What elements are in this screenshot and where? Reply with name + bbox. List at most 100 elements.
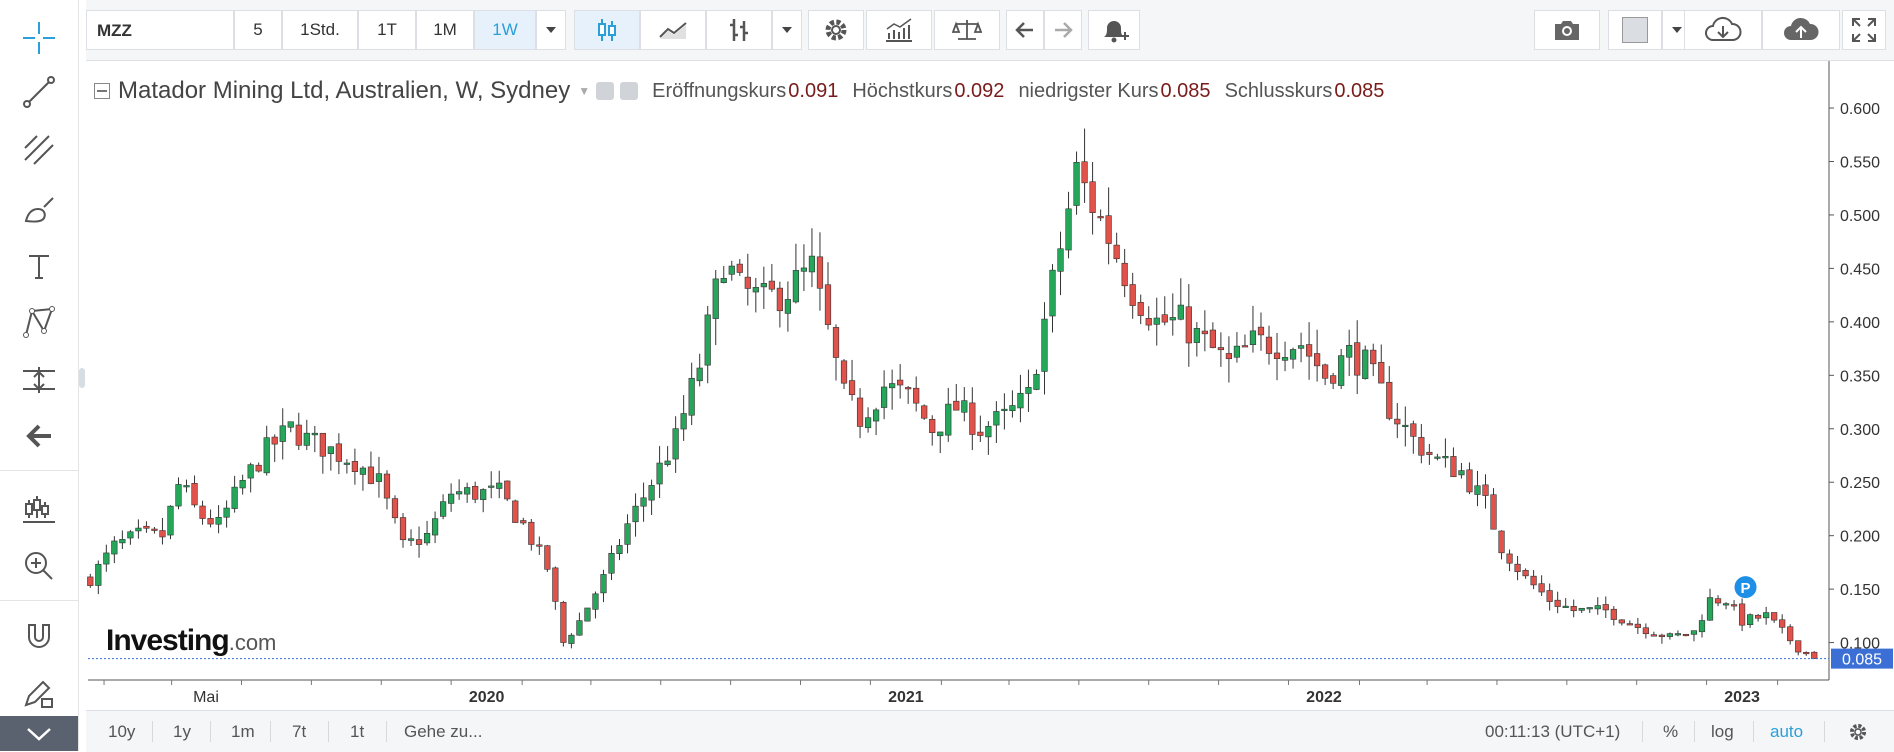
interval-1w-button[interactable]: 1W (474, 10, 536, 50)
fib-icon[interactable] (19, 130, 59, 170)
candle (848, 359, 856, 401)
chart-properties-button[interactable] (1848, 711, 1868, 752)
candle (969, 387, 976, 451)
plot-area[interactable] (88, 61, 1829, 681)
candle (1787, 624, 1794, 645)
eye-icon[interactable] (596, 82, 615, 100)
candle (1450, 447, 1457, 478)
chevron-down-icon (546, 27, 556, 33)
settings-icon (825, 19, 847, 41)
candle (1586, 607, 1593, 613)
color-button[interactable] (1608, 10, 1662, 50)
undo-button[interactable] (1006, 10, 1044, 50)
candle (1001, 393, 1008, 430)
indicators-button[interactable] (866, 10, 932, 50)
cloud-download-button[interactable] (1684, 10, 1762, 50)
fullscreen-button[interactable] (1842, 10, 1886, 50)
candle (1714, 595, 1722, 607)
candle (1209, 322, 1216, 349)
pattern-icon[interactable] (19, 302, 59, 342)
chevron-down-icon[interactable]: ▼ (578, 84, 591, 98)
area-chart-icon (659, 22, 687, 39)
candle (624, 514, 631, 554)
brush-icon[interactable] (19, 190, 59, 230)
percent-scale-button[interactable]: % (1663, 721, 1679, 741)
measure-icon[interactable] (19, 360, 59, 400)
range-1m-button[interactable]: 1m (231, 721, 255, 741)
settings-button[interactable] (808, 10, 864, 50)
candles-button[interactable] (574, 10, 640, 50)
interval-1m-button[interactable]: 1M (416, 10, 474, 50)
range-1t-button[interactable]: 1t (350, 721, 365, 741)
range-7t-button[interactable]: 7t (292, 721, 307, 741)
interval-1h-button[interactable]: 1Std. (282, 10, 358, 50)
redo-icon (1055, 22, 1073, 38)
chart-type-dropdown-button[interactable] (772, 10, 802, 50)
chart-type-button[interactable] (706, 10, 772, 50)
interval-dropdown-button[interactable] (536, 10, 566, 50)
candle (1057, 231, 1064, 296)
back-arrow-icon[interactable] (19, 416, 59, 456)
sidebar-resize-handle[interactable] (79, 368, 85, 388)
candle (1594, 597, 1601, 615)
candle (1177, 278, 1184, 321)
candle (255, 462, 262, 473)
candle (1354, 320, 1361, 395)
candle (1811, 651, 1818, 659)
candle (327, 446, 334, 471)
candle (1803, 651, 1810, 656)
chart-legend: Matador Mining Ltd, Australien, W, Sydne… (94, 76, 1384, 106)
candle (929, 415, 936, 446)
line-chart-button[interactable] (640, 10, 706, 50)
range-1y-button[interactable]: 1y (173, 721, 191, 741)
log-scale-button[interactable]: log (1711, 721, 1734, 741)
candle (872, 407, 880, 436)
legend-collapse-button[interactable] (94, 83, 110, 99)
screenshot-button[interactable] (1534, 10, 1600, 50)
candle (808, 228, 816, 288)
interval-1d-button[interactable]: 1T (358, 10, 416, 50)
symbol-input[interactable]: MZZ (86, 10, 234, 50)
text-icon[interactable] (19, 246, 59, 286)
gear-icon[interactable] (620, 82, 639, 100)
candle (632, 493, 639, 537)
close-value: 0.085 (1334, 79, 1385, 102)
interval-5-button[interactable]: 5 (234, 10, 282, 50)
candle (664, 446, 671, 467)
bars-icon[interactable] (19, 490, 59, 530)
magnet-icon[interactable] (19, 616, 59, 656)
range-10y-button[interactable]: 10y (108, 721, 136, 741)
undo-icon (1015, 22, 1033, 38)
zoom-icon[interactable] (19, 546, 59, 586)
event-marker[interactable] (1734, 576, 1757, 599)
cloud-upload-button[interactable] (1762, 10, 1840, 50)
redo-button[interactable] (1044, 10, 1082, 50)
candle (407, 529, 415, 546)
compare-button[interactable] (934, 10, 1000, 50)
pencil-lock-icon[interactable] (19, 674, 59, 714)
goto-date-button[interactable]: Gehe zu... (404, 721, 483, 741)
candle (696, 353, 703, 387)
y-tick-label: 0.100 (1840, 636, 1880, 653)
candle (1570, 599, 1577, 618)
candle (1498, 530, 1505, 560)
alert-button[interactable] (1088, 10, 1140, 50)
candle (1113, 232, 1120, 263)
candle (688, 362, 695, 426)
auto-scale-button[interactable]: auto (1770, 721, 1804, 741)
candle (824, 262, 832, 330)
crosshair-icon[interactable] (19, 18, 59, 58)
candle (544, 544, 551, 572)
toolbar-collapse-button[interactable] (0, 716, 78, 751)
x-tick-label: 2020 (469, 689, 505, 706)
candle (1265, 325, 1273, 365)
candle (1081, 128, 1088, 203)
candle (608, 545, 615, 581)
candle (1706, 588, 1714, 621)
trendline-icon[interactable] (19, 72, 59, 112)
candle (760, 266, 767, 309)
legend-title[interactable]: Matador Mining Ltd, Australien, W, Sydne… (118, 77, 571, 104)
scale-icon (952, 20, 982, 40)
candle (359, 466, 367, 491)
